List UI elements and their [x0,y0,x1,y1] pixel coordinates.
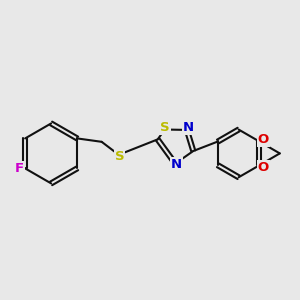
Text: F: F [14,162,24,175]
Text: N: N [183,122,194,134]
Text: S: S [115,150,124,163]
Text: O: O [258,161,269,174]
Text: O: O [258,133,269,146]
Text: N: N [171,158,182,172]
Text: S: S [160,121,169,134]
